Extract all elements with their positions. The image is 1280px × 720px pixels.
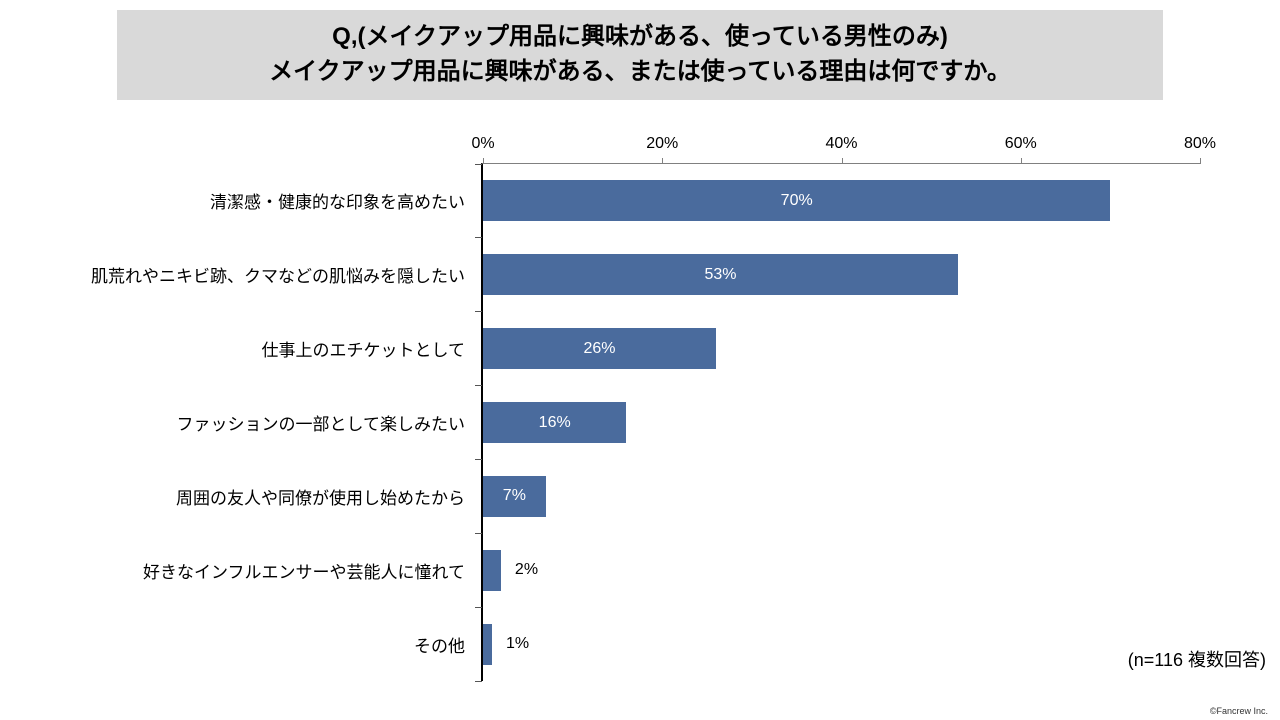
bar bbox=[483, 549, 501, 591]
bar-track: 70% bbox=[483, 164, 1200, 238]
value-label: 1% bbox=[505, 635, 530, 653]
category-label: 周囲の友人や同僚が使用し始めたから bbox=[176, 488, 465, 508]
x-tick-mark bbox=[1020, 158, 1022, 164]
category-label: 仕事上のエチケットとして bbox=[261, 341, 466, 361]
value-label: 70% bbox=[780, 191, 813, 209]
x-tick-mark bbox=[483, 158, 484, 164]
copyright-text: ©Fancrew Inc. bbox=[1209, 706, 1268, 716]
bar: 70% bbox=[483, 180, 1111, 222]
bar-track: 53% bbox=[483, 238, 1200, 312]
bar-track: 26% bbox=[483, 312, 1200, 386]
bar bbox=[483, 623, 492, 665]
x-tick-label: 0% bbox=[471, 135, 495, 152]
y-tick-mark bbox=[475, 680, 482, 682]
bar: 7% bbox=[483, 475, 546, 517]
category-label: その他 bbox=[414, 636, 465, 656]
category-label: 好きなインフルエンサーや芸能人に憧れて bbox=[143, 562, 465, 582]
bar-track: 1% bbox=[483, 607, 1200, 681]
bar: 16% bbox=[483, 402, 627, 443]
y-tick-mark bbox=[475, 237, 482, 239]
chart-row: 清潔感・健康的な印象を高めたい 70% bbox=[210, 164, 1200, 238]
chart-row: ファッションの一部として楽しみたい 16% bbox=[177, 386, 1200, 460]
chart-row: 周囲の友人や同僚が使用し始めたから 7% bbox=[176, 459, 1200, 533]
value-label: 7% bbox=[502, 487, 526, 505]
chart-row: その他 1% bbox=[414, 607, 1200, 681]
y-tick-mark bbox=[475, 163, 482, 165]
value-label: 26% bbox=[583, 339, 616, 357]
chart-row: 好きなインフルエンサーや芸能人に憧れて 2% bbox=[143, 533, 1200, 607]
bar-chart-plot-area: 0% 20% 40% 60% 80% 清潔感・健康的な印象を高めたい 70% 肌荒れやニキビ… bbox=[91, 135, 1216, 682]
x-tick-mark bbox=[1200, 158, 1201, 164]
question-title-line2: メイクアップ用品に興味がある、または使っている理由は何ですか。 bbox=[269, 58, 1011, 85]
value-label: 53% bbox=[704, 265, 737, 283]
y-tick-mark bbox=[475, 458, 482, 460]
bar-track: 7% bbox=[483, 459, 1200, 533]
bar: 53% bbox=[483, 254, 958, 296]
bar: 26% bbox=[483, 328, 717, 370]
question-title-box: Q,(メイクアップ用品に興味がある、使っている男性のみ) メイクアップ用品に興味… bbox=[117, 10, 1163, 100]
chart-row: 仕事上のエチケットとして 26% bbox=[262, 312, 1200, 386]
chart-row: 肌荒れやニキビ跡、クマなどの肌悩みを隠したい 53% bbox=[91, 238, 1200, 312]
y-tick-mark bbox=[475, 532, 482, 534]
x-tick-mark bbox=[841, 158, 843, 164]
value-label: 2% bbox=[514, 561, 539, 579]
category-label: ファッションの一部として楽しみたい bbox=[176, 415, 466, 434]
question-title-line1: Q,(メイクアップ用品に興味がある、使っている男性のみ) bbox=[332, 23, 948, 51]
x-tick-label: 20% bbox=[646, 135, 679, 152]
chart-rows: 清潔感・健康的な印象を高めたい 70% 肌荒れやニキビ跡、クマなどの肌悩みを隠したい… bbox=[91, 164, 1200, 681]
category-label: 清潔感・健康的な印象を高めたい bbox=[210, 193, 465, 213]
value-label: 16% bbox=[538, 413, 571, 431]
x-tick-mark bbox=[662, 158, 664, 164]
bar-track: 16% bbox=[483, 386, 1200, 460]
y-tick-mark bbox=[475, 385, 482, 387]
category-label: 肌荒れやニキビ跡、クマなどの肌悩みを隠したい bbox=[91, 267, 465, 287]
y-tick-mark bbox=[475, 311, 482, 313]
sample-size-note: (n=116 複数回答) bbox=[1127, 650, 1266, 670]
x-tick-label: 40% bbox=[825, 135, 858, 152]
x-tick-label: 80% bbox=[1183, 135, 1217, 152]
bar-track: 2% bbox=[483, 533, 1200, 607]
y-tick-mark bbox=[475, 606, 482, 608]
x-tick-label: 60% bbox=[1004, 135, 1037, 152]
